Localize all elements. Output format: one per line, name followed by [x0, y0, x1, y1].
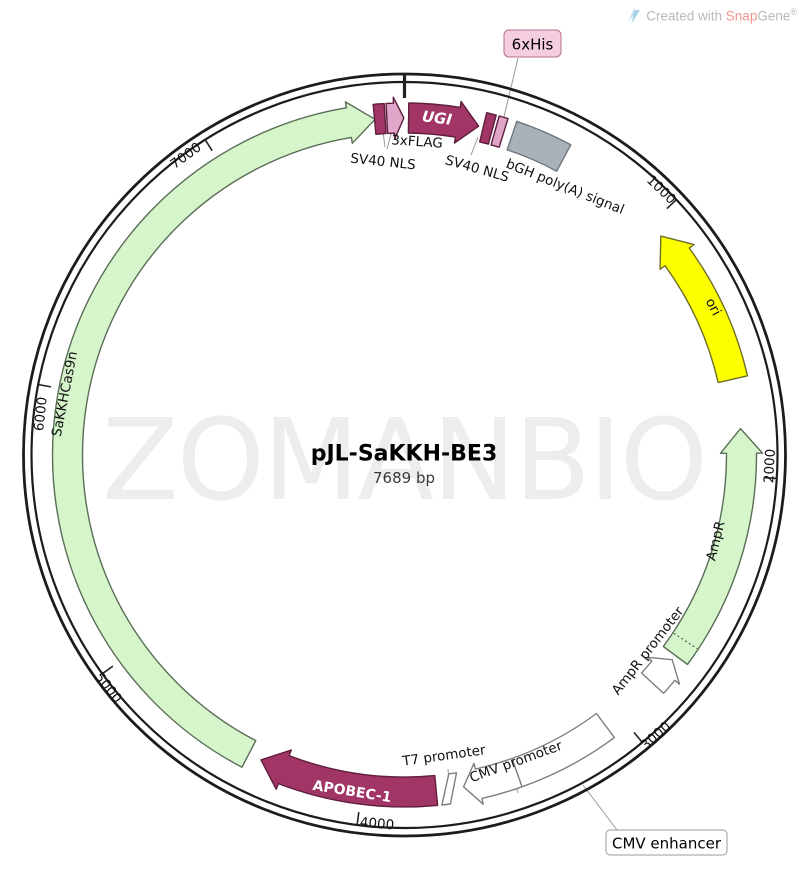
feature-apobec-1 — [260, 749, 439, 808]
label-3xflag: 3xFLAG — [391, 132, 444, 152]
label-ugi: UGI — [421, 107, 453, 129]
feature-ampr — [662, 427, 764, 666]
feature-sv40-nls-1 — [385, 96, 405, 140]
tick-mark-4000 — [356, 811, 360, 826]
label-sv40-nls-1: SV40 NLS — [350, 151, 417, 174]
cmv-enhancer-callout: CMV enhancer — [605, 829, 728, 856]
feature-3xflag — [372, 102, 387, 135]
credit-brand-snap: Snap — [725, 8, 758, 24]
feature-ugi — [407, 100, 480, 144]
tick-mark-7000 — [204, 139, 213, 152]
tick-label-5000: 5000 — [91, 670, 125, 707]
credit-brand-gene: Gene — [757, 8, 791, 24]
plasmid-name: pJL-SaKKH-BE3 — [311, 442, 498, 467]
leader-line-cmv_enhancer — [582, 784, 618, 831]
tick-mark-3000 — [633, 731, 643, 743]
tick-label-3000: 3000 — [638, 719, 674, 754]
annotated-features — [51, 96, 764, 808]
cmv-enhancer-callout-label: CMV enhancer — [612, 835, 722, 853]
tick-label-6000: 6000 — [31, 396, 51, 432]
feature-sakkhcas9n — [51, 101, 376, 768]
feature-6xhis — [490, 115, 509, 148]
label-sv40-nls-2: SV40 NLS — [443, 152, 510, 185]
snapgene-credit: Created with SnapGene® — [626, 7, 797, 24]
feature-sv40-nls-2 — [479, 112, 497, 145]
watermark-text: ZOMANBIO — [102, 396, 706, 526]
tick-mark-2000 — [763, 476, 777, 480]
dotted-boundary-line — [673, 632, 698, 650]
registered-mark: ® — [790, 7, 797, 18]
leader-line-sv40-nls-2 — [470, 136, 479, 156]
tick-mark-1000 — [666, 199, 677, 210]
snapgene-logo-icon — [628, 7, 641, 24]
credit-prefix: Created with — [646, 8, 726, 24]
his-tag-callout-box — [503, 29, 562, 58]
feature-cmv-promoter — [462, 757, 523, 805]
label-bgh-polya: bGH poly(A) signal — [504, 156, 627, 218]
feature-ori — [659, 235, 749, 384]
cmv-enhancer-callout-box — [605, 829, 728, 856]
his-tag-callout: 6xHis — [503, 29, 562, 58]
tick-label-4000: 4000 — [359, 815, 395, 834]
feature-ampr-promoter — [640, 656, 681, 694]
tick-label-2000: 2000 — [761, 448, 779, 483]
tick-mark-5000 — [101, 665, 114, 675]
label-ori: ori — [702, 295, 724, 318]
feature-t7-promoter — [441, 772, 458, 806]
feature-boundary-dotted-line — [673, 632, 698, 650]
feature-bgh-polya — [506, 120, 572, 172]
tick-mark-6000 — [38, 383, 52, 388]
his-tag-callout-label: 6xHis — [512, 36, 554, 54]
plasmid-size: 7689 bp — [373, 469, 435, 487]
